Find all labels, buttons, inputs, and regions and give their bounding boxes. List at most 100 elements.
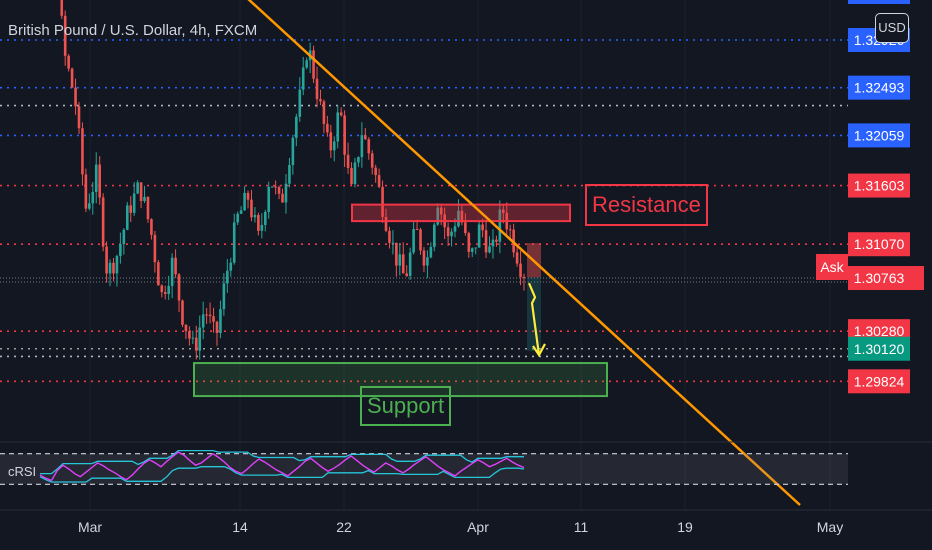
candle-body: [291, 137, 295, 166]
candle-body: [236, 213, 239, 223]
price-label-top: [848, 0, 910, 4]
candle-body: [101, 197, 105, 247]
candle-body: [281, 193, 284, 203]
candle-body: [419, 229, 422, 251]
candle-body: [470, 248, 474, 252]
price-axis: 1.329261.324931.320591.316031.310701.307…: [848, 28, 924, 394]
candle-body: [415, 229, 419, 231]
candle-body: [188, 331, 191, 339]
candle-body: [263, 211, 267, 225]
time-tick-label: 14: [232, 519, 248, 535]
candle-body: [250, 199, 253, 218]
candle-body: [212, 316, 215, 322]
candle-body: [336, 112, 340, 142]
candle-body: [488, 246, 491, 253]
price-label-bg: [848, 173, 910, 198]
price-label: 1.32059: [848, 123, 910, 148]
candle-body: [332, 141, 336, 151]
candle-body: [502, 209, 505, 213]
candle-body: [222, 283, 226, 310]
candle-body: [343, 115, 346, 155]
candle-body: [426, 257, 429, 266]
candle-body: [77, 106, 81, 129]
candle-body: [146, 196, 150, 220]
price-label-text: 1.30120: [854, 341, 905, 357]
price-label-text: 1.32059: [854, 127, 905, 143]
candle-body: [301, 67, 305, 90]
candle-body: [257, 214, 260, 231]
candle-body: [329, 132, 333, 151]
candle-body: [481, 224, 484, 231]
crsi-lower-band: [39, 466, 525, 483]
candle-body: [70, 68, 74, 88]
candle-body: [446, 227, 450, 237]
candle-body: [467, 233, 471, 252]
candle-body: [305, 60, 308, 68]
candle-body: [288, 165, 291, 184]
price-label-text: 1.29824: [854, 373, 905, 389]
candle-body: [374, 167, 377, 176]
candle-body: [163, 292, 167, 294]
candle-body: [219, 309, 222, 333]
support-label: Support: [360, 386, 452, 426]
candle-body: [412, 229, 415, 253]
price-label-text: 1.30280: [854, 323, 905, 339]
crsi-label: cRSI: [8, 464, 36, 479]
resistance-zone: [351, 203, 571, 223]
price-label-text: 1.31070: [854, 236, 905, 252]
currency-button[interactable]: USD: [875, 13, 909, 43]
candle-body: [67, 55, 70, 69]
candle-body: [267, 186, 271, 212]
candle-body: [139, 182, 143, 202]
candle-body: [129, 205, 133, 213]
candle-body: [60, 0, 64, 16]
crsi-line: [39, 451, 525, 482]
forecast-arrow-head: [532, 343, 546, 358]
candle-body: [205, 314, 208, 316]
price-label-text: 1.30763: [854, 270, 905, 286]
trendline: [247, 0, 801, 506]
candle-body: [136, 182, 139, 194]
price-label: 1.32493: [848, 75, 910, 100]
candle-body: [91, 191, 95, 204]
time-tick-label: Apr: [467, 519, 489, 535]
price-label-bg: [848, 75, 910, 100]
candle-body: [253, 214, 257, 218]
candle-body: [408, 252, 412, 277]
candle-body: [360, 135, 364, 158]
candle-body: [153, 234, 157, 263]
price-label: 1.30763: [848, 266, 924, 290]
candle-body: [377, 175, 381, 187]
candle-body: [119, 244, 122, 256]
candle-body: [436, 207, 440, 225]
candle-body: [191, 337, 195, 339]
price-label: 1.31603: [848, 173, 910, 198]
candle-body: [174, 257, 177, 275]
candle-body: [312, 50, 315, 79]
candle-body: [98, 164, 101, 198]
candle-body: [515, 252, 519, 264]
candle-body: [322, 101, 326, 124]
candle-body: [226, 270, 229, 284]
candle-body: [350, 168, 353, 185]
resistance-label: Resistance: [585, 184, 708, 226]
candle-body: [339, 112, 343, 116]
price-label: 1.29824: [848, 369, 910, 394]
candle-body: [353, 162, 357, 185]
price-label-bg: [848, 266, 924, 290]
candle-body: [246, 192, 250, 200]
candle-body: [433, 224, 436, 247]
candle-body: [295, 116, 298, 138]
price-label-bg: [848, 336, 910, 361]
candle-body: [105, 246, 108, 274]
candle-body: [122, 229, 126, 245]
candle-body: [277, 187, 281, 194]
candle-body: [260, 224, 264, 231]
candle-body: [284, 183, 288, 203]
price-label-text: 1.32493: [854, 80, 905, 96]
candle-body: [491, 239, 495, 247]
chart-title: British Pound / U.S. Dollar, 4h, FXCM: [8, 22, 258, 39]
candle-body: [132, 193, 136, 213]
price-label-text: 1.31603: [854, 178, 905, 194]
